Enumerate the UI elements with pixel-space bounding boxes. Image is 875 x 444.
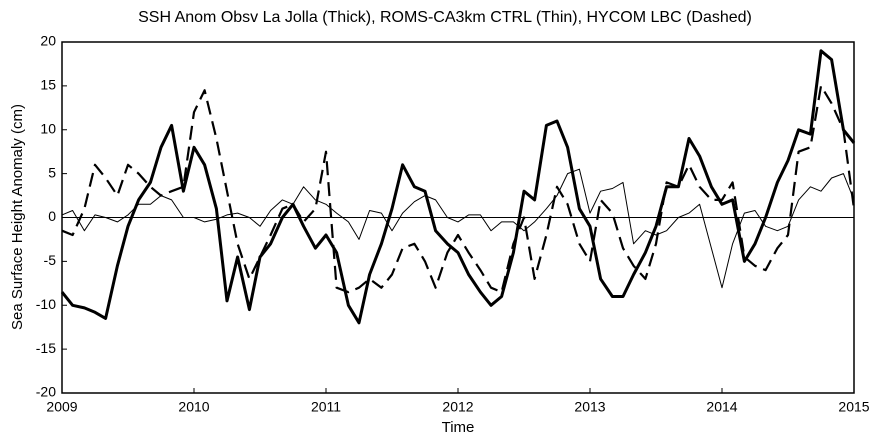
x-tick-label: 2012 — [442, 399, 473, 415]
series-line — [61, 84, 856, 294]
y-axis-label: Sea Surface Height Anomaly (cm) — [9, 104, 26, 330]
chart-title: SSH Anom Obsv La Jolla (Thick), ROMS-CA3… — [138, 9, 752, 26]
y-tick-label: 0 — [48, 208, 56, 224]
y-tick-label: 5 — [48, 164, 56, 180]
y-tick-label: 20 — [40, 33, 56, 49]
y-tick-label: -15 — [36, 340, 56, 356]
y-tick-label: -5 — [44, 252, 57, 268]
x-tick-label: 2009 — [46, 399, 77, 415]
x-tick-label: 2014 — [706, 399, 737, 415]
y-tick-label: -10 — [36, 296, 56, 312]
series-line — [61, 168, 855, 289]
series-line — [60, 49, 856, 325]
y-tick-label: 10 — [40, 120, 56, 136]
x-axis-label: Time — [442, 419, 475, 436]
x-tick-label: 2010 — [178, 399, 209, 415]
x-tick-label: 2015 — [838, 399, 869, 415]
x-tick-label: 2013 — [574, 399, 605, 415]
x-tick-label: 2011 — [311, 399, 341, 415]
y-tick-label: 15 — [40, 77, 56, 93]
y-tick-label: -20 — [36, 384, 56, 400]
